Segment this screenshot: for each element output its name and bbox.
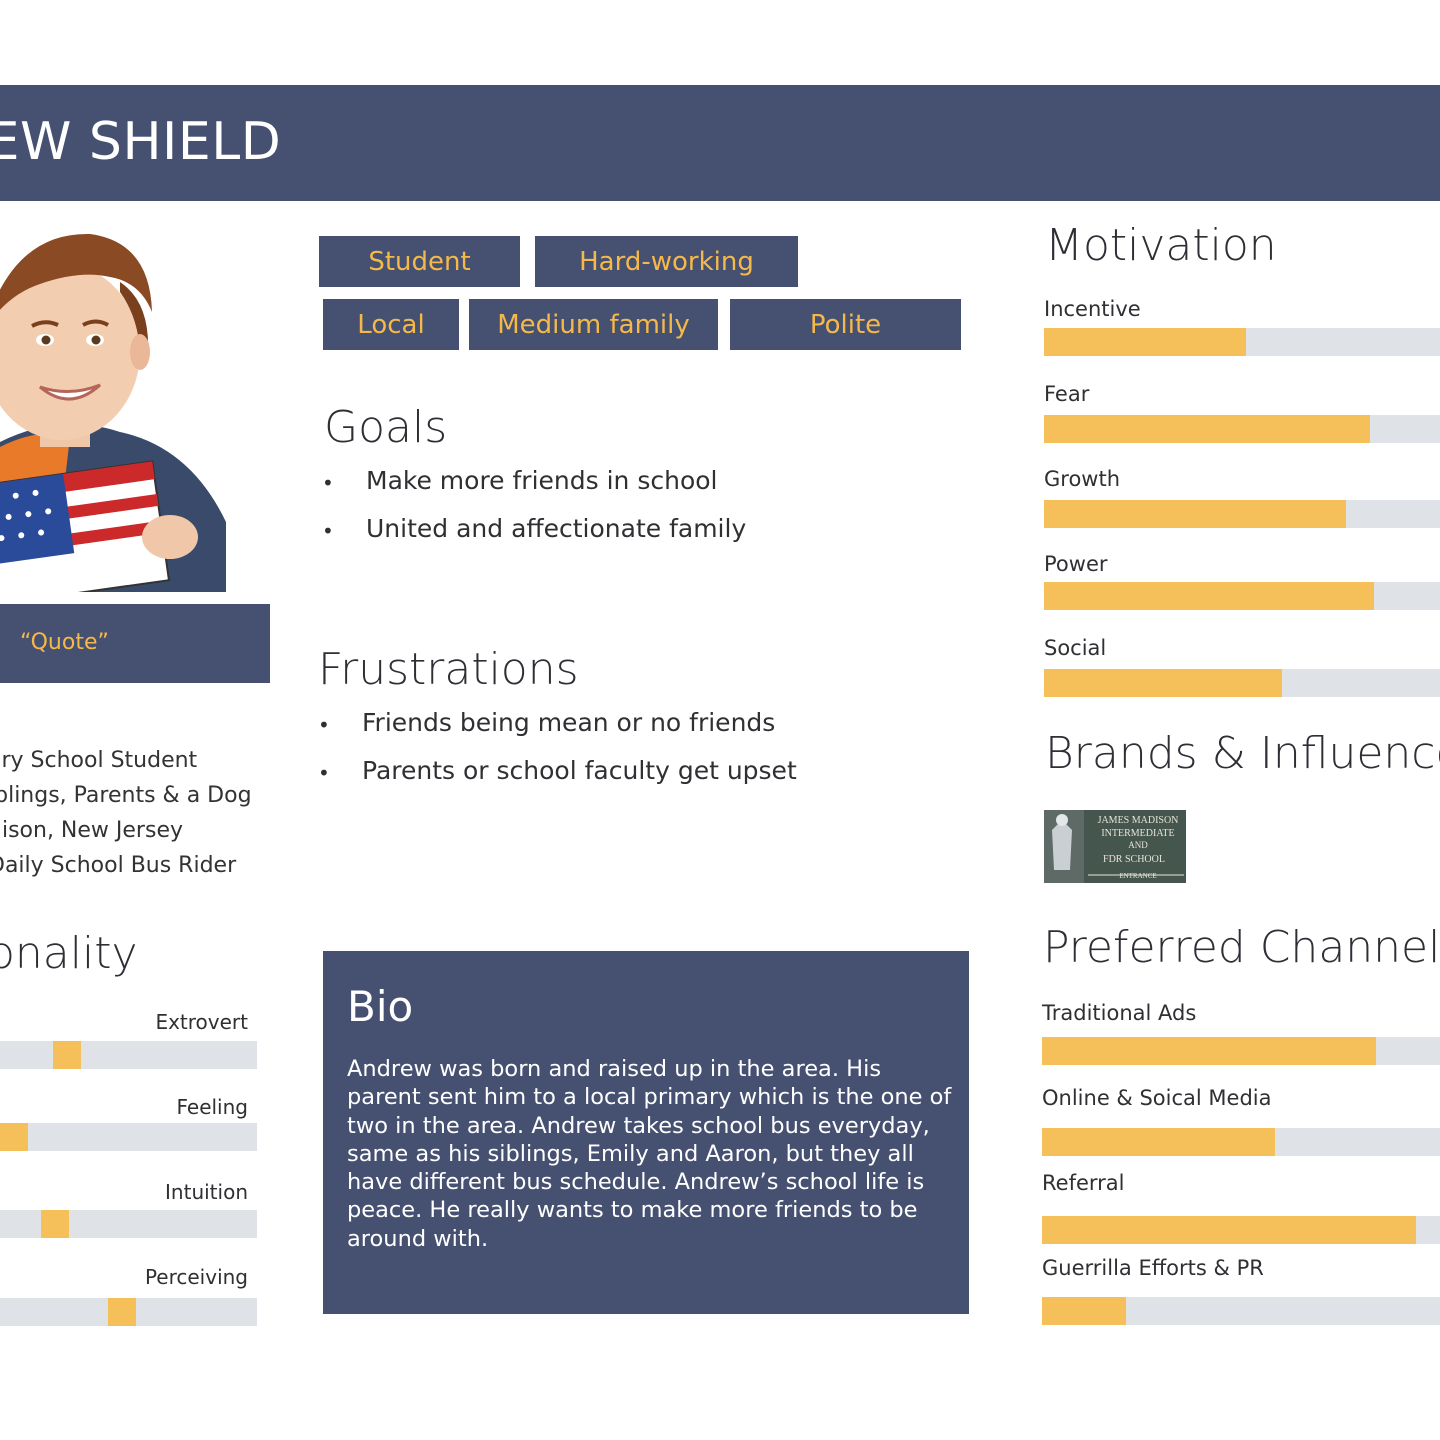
channels-track [1042, 1128, 1440, 1156]
personality-label: Feeling [176, 1095, 248, 1119]
channels-heading: Preferred Channel [1043, 922, 1440, 973]
channels-label: Guerrilla Efforts & PR [1042, 1256, 1264, 1280]
personality-label: Extrovert [155, 1010, 248, 1034]
personality-marker [53, 1041, 81, 1069]
tag-local: Local [323, 299, 459, 350]
personality-marker [108, 1298, 136, 1326]
channels-fill [1042, 1037, 1376, 1065]
channels-label: Traditional Ads [1042, 1001, 1197, 1025]
tag-hard-working: Hard-working [535, 236, 798, 287]
personality-track [0, 1210, 257, 1238]
brands-heading: Brands & Influence [1045, 728, 1440, 779]
motivation-track [1044, 328, 1440, 356]
bio-box [323, 951, 969, 1314]
personality-marker [0, 1123, 28, 1151]
sign-line: INTERMEDIATE [1101, 828, 1174, 839]
motivation-fill [1044, 669, 1282, 697]
info-location: dison, New Jersey [0, 818, 183, 843]
persona-photo [0, 222, 226, 592]
channels-fill [1042, 1128, 1275, 1156]
personality-label: Intuition [165, 1180, 248, 1204]
tag-polite: Polite [730, 299, 961, 350]
tag-medium-family: Medium family [469, 299, 718, 350]
school-sign-image: JAMES MADISON INTERMEDIATE AND FDR SCHOO… [1044, 810, 1186, 883]
motivation-label: Incentive [1044, 297, 1141, 321]
channels-label: Referral [1042, 1171, 1125, 1195]
channels-track [1042, 1037, 1440, 1065]
quote-box [0, 604, 270, 683]
motivation-label: Growth [1044, 467, 1121, 491]
motivation-fill [1044, 500, 1346, 528]
goal-bullet: • [322, 471, 334, 495]
personality-marker [41, 1210, 69, 1238]
motivation-heading: Motivation [1045, 220, 1277, 271]
channels-fill [1042, 1216, 1416, 1244]
motivation-track [1044, 669, 1440, 697]
info-occupation: ary School Student [0, 748, 198, 773]
persona-name: REW SHIELD [0, 112, 282, 172]
personality-track [0, 1123, 257, 1151]
bio-text: Andrew was born and raised up in the are… [347, 1056, 952, 1252]
sign-line: JAMES MADISON [1098, 815, 1179, 826]
motivation-fill [1044, 582, 1374, 610]
info-family: iblings, Parents & a Dog [0, 783, 252, 808]
info-transport: Daily School Bus Rider [0, 853, 237, 878]
personality-label: Perceiving [144, 1265, 248, 1289]
channels-fill [1042, 1297, 1126, 1325]
goals-heading: Goals [324, 402, 448, 453]
goal-item: Make more friends in school [366, 466, 718, 495]
boy-with-notebook-illustration [0, 222, 226, 592]
frustration-bullet: • [318, 761, 330, 785]
channels-track [1042, 1216, 1440, 1244]
bio-heading: Bio [347, 982, 414, 1031]
motivation-label: Social [1044, 636, 1107, 660]
motivation-label: Fear [1044, 382, 1090, 406]
motivation-fill [1044, 328, 1246, 356]
header-banner [0, 85, 1440, 201]
personality-track [0, 1041, 257, 1069]
motivation-track [1044, 415, 1440, 443]
channels-label: Online & Soical Media [1042, 1086, 1272, 1110]
motivation-track [1044, 500, 1440, 528]
motivation-fill [1044, 415, 1370, 443]
frustration-item: Friends being mean or no friends [362, 708, 776, 737]
sign-line: FDR SCHOOL [1103, 854, 1165, 865]
frustrations-heading: Frustrations [318, 644, 579, 695]
goal-bullet: • [322, 519, 334, 543]
motivation-track [1044, 582, 1440, 610]
tag-student: Student [319, 236, 520, 287]
quote-text: “Quote” [20, 630, 109, 655]
sign-line: ENTRANCE [1119, 872, 1156, 880]
motivation-label: Power [1044, 552, 1108, 576]
frustration-bullet: • [318, 713, 330, 737]
sign-line: AND [1128, 840, 1148, 850]
channels-track [1042, 1297, 1440, 1325]
goal-item: United and affectionate family [366, 514, 747, 543]
frustration-item: Parents or school faculty get upset [362, 756, 797, 785]
personality-heading: onality [0, 928, 138, 979]
